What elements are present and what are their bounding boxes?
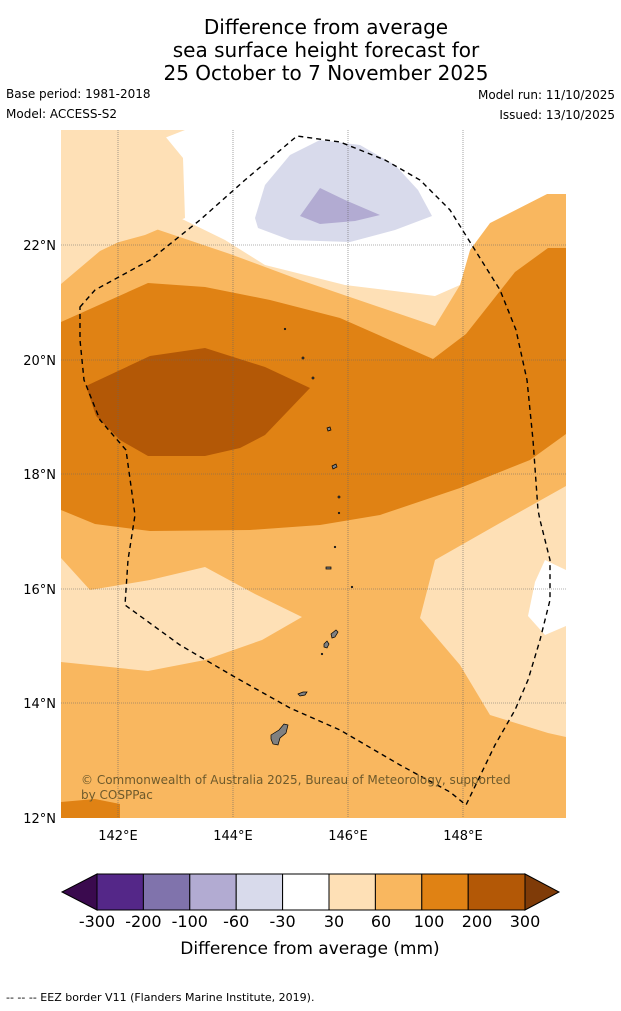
legend-tick: -60 <box>223 912 249 931</box>
model-run-label: Model run: 11/10/2025 <box>477 88 615 102</box>
island <box>325 566 332 570</box>
island <box>337 511 341 515</box>
island <box>301 356 305 360</box>
band-neg60-neg100 <box>300 188 380 224</box>
legend-tick: -300 <box>79 912 115 931</box>
title-line-2: sea surface height forecast for <box>172 38 480 62</box>
lat-label: 22°N <box>23 239 56 254</box>
model-label: Model: ACCESS-S2 <box>6 107 118 121</box>
legend-swatch <box>328 873 376 911</box>
base-period-label: Base period: 1981-2018 <box>6 87 151 101</box>
chart-title: Difference from average sea surface heig… <box>0 16 621 85</box>
map-plot-area: © Commonwealth of Australia 2025, Bureau… <box>61 130 566 818</box>
legend-swatch <box>235 873 284 911</box>
legend-tick: 200 <box>462 912 493 931</box>
legend-tick: 100 <box>414 912 445 931</box>
island <box>350 585 354 589</box>
lon-label: 148°E <box>443 829 483 844</box>
band-neutral-east <box>528 560 566 635</box>
legend-swatch <box>467 873 526 911</box>
legend-swatch <box>421 873 469 911</box>
band-100-200 <box>61 248 566 531</box>
lon-labels: 142°E 144°E 146°E 148°E <box>98 829 483 844</box>
lat-label: 18°N <box>23 468 56 483</box>
band-30-60-northwest <box>61 130 185 280</box>
band-100-200-south <box>61 799 120 818</box>
copyright-line-1: © Commonwealth of Australia 2025, Bureau… <box>81 773 511 787</box>
island-guam <box>270 723 289 746</box>
eez-footnote: -- -- -- EEZ border V11 (Flanders Marine… <box>6 991 315 1004</box>
band-neg30-neg60 <box>255 140 432 242</box>
legend-extend-low <box>60 873 98 911</box>
island <box>320 652 324 656</box>
lat-label: 20°N <box>23 354 56 369</box>
band-30-60-southwest <box>61 558 302 671</box>
copyright-line-2: by COSPPac <box>81 788 153 802</box>
island-saipan <box>330 629 339 639</box>
island <box>337 495 341 499</box>
sea-level-map: © Commonwealth of Australia 2025, Bureau… <box>23 130 566 844</box>
eez-border <box>79 135 551 807</box>
colorbar-legend: -300 -200 -100 -60 -30 30 60 100 200 300… <box>60 873 561 959</box>
issued-label: Issued: 13/10/2025 <box>499 108 615 122</box>
legend-swatch <box>96 873 144 911</box>
legend-swatch <box>282 873 330 911</box>
island <box>326 426 332 432</box>
legend-swatch <box>142 873 191 911</box>
legend-swatch <box>374 873 423 911</box>
title-line-3: 25 October to 7 November 2025 <box>163 61 489 85</box>
legend-tick: 300 <box>510 912 541 931</box>
lat-label: 12°N <box>23 812 56 827</box>
grid-lines <box>61 130 566 818</box>
island <box>333 545 337 549</box>
band-200-300 <box>86 348 310 456</box>
title-line-1: Difference from average <box>203 15 449 39</box>
island-rota <box>297 691 308 697</box>
legend-extend-high <box>524 873 561 911</box>
legend-swatch <box>189 873 237 911</box>
legend-tick: 30 <box>324 912 344 931</box>
lon-label: 142°E <box>98 829 138 844</box>
legend-tick: -30 <box>270 912 296 931</box>
lat-labels: 22°N 20°N 18°N 16°N 14°N 12°N <box>23 239 56 827</box>
island <box>311 376 315 380</box>
legend-tick: 60 <box>371 912 391 931</box>
legend-tick: -200 <box>125 912 161 931</box>
lon-label: 144°E <box>213 829 253 844</box>
islands <box>270 327 354 746</box>
lon-label: 146°E <box>328 829 368 844</box>
island <box>283 327 287 331</box>
lat-label: 16°N <box>23 583 56 598</box>
island-tinian <box>323 640 330 649</box>
legend-ticks: -300 -200 -100 -60 -30 30 60 100 200 300 <box>79 912 540 931</box>
lat-label: 14°N <box>23 697 56 712</box>
legend-label: Difference from average (mm) <box>180 939 439 959</box>
legend-tick: -100 <box>172 912 208 931</box>
island <box>331 463 338 470</box>
